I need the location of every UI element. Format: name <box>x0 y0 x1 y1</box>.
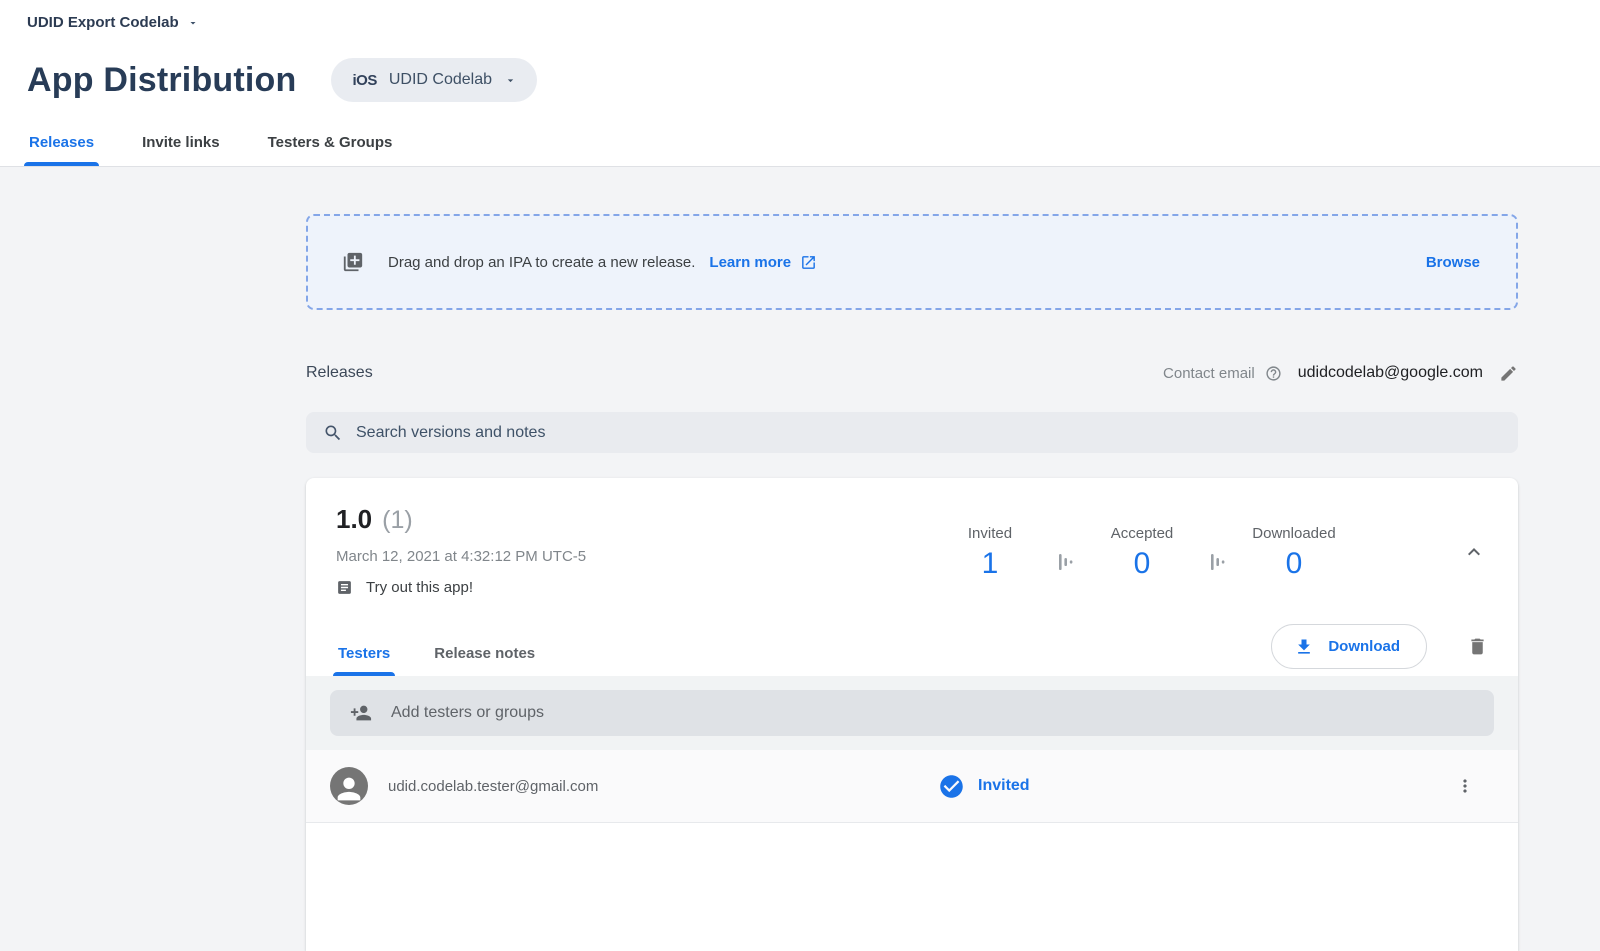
page-title: App Distribution <box>27 60 297 99</box>
caret-down-icon <box>187 17 199 29</box>
stat-downloaded: Downloaded 0 <box>1252 525 1336 581</box>
search-icon <box>323 423 343 443</box>
release-tabs-row: Testers Release notes Download <box>306 619 1518 676</box>
title-row: App Distribution iOS UDID Codelab <box>27 58 537 102</box>
learn-more-label: Learn more <box>709 253 792 271</box>
contact-email-label: Contact email <box>1163 364 1255 382</box>
download-button[interactable]: Download <box>1271 624 1427 669</box>
check-circle-icon <box>938 773 965 800</box>
tab-releases[interactable]: Releases <box>23 124 100 166</box>
stat-label: Invited <box>967 525 1013 542</box>
releases-heading-row: Releases Contact email udidcodelab@googl… <box>306 360 1518 386</box>
stat-value: 0 <box>1133 547 1151 580</box>
tester-status: Invited <box>938 773 1030 800</box>
stat-value: 1 <box>981 547 999 580</box>
person-avatar-icon <box>330 767 368 805</box>
contact-email-group: Contact email udidcodelab@google.com <box>1163 364 1518 383</box>
page-header: UDID Export Codelab App Distribution iOS… <box>0 0 1600 167</box>
release-date: March 12, 2021 at 4:32:12 PM UTC-5 <box>336 548 587 565</box>
stat-accepted: Accepted 0 <box>1100 525 1184 581</box>
browse-button[interactable]: Browse <box>1425 253 1480 271</box>
release-notes-preview-row: Try out this app! <box>336 579 586 596</box>
chevron-up-icon[interactable] <box>1462 540 1486 564</box>
release-tabs: Testers Release notes <box>332 637 537 676</box>
person-add-icon <box>350 702 372 724</box>
tab-testers[interactable]: Testers <box>332 637 396 676</box>
stat-value: 0 <box>1285 547 1303 580</box>
tester-email: udid.codelab.tester@gmail.com <box>388 777 599 795</box>
stat-label: Downloaded <box>1252 525 1336 542</box>
article-icon <box>336 579 353 596</box>
add-testers-section: Add testers or groups <box>306 676 1518 750</box>
release-card: 1.0 (1) March 12, 2021 at 4:32:12 PM UTC… <box>306 478 1518 951</box>
platform-badge: iOS <box>352 71 378 89</box>
release-stats: Invited 1 Accepted 0 Downloaded 0 <box>948 525 1336 581</box>
project-name: UDID Export Codelab <box>27 14 179 31</box>
external-link-icon <box>800 254 817 271</box>
edit-pencil-icon[interactable] <box>1499 364 1518 383</box>
add-testers-placeholder: Add testers or groups <box>391 704 544 721</box>
tester-row: udid.codelab.tester@gmail.com Invited <box>306 750 1518 823</box>
build-count: (1) <box>382 506 413 534</box>
kebab-menu-icon[interactable] <box>1455 776 1475 796</box>
content-column: Drag and drop an IPA to create a new rel… <box>306 167 1518 951</box>
learn-more-link[interactable]: Learn more <box>709 254 817 271</box>
version-row: 1.0 (1) <box>336 504 586 535</box>
release-actions: Download <box>1271 624 1488 669</box>
funnel-step-icon <box>1210 552 1226 572</box>
releases-section-title: Releases <box>306 364 373 381</box>
download-label: Download <box>1328 638 1400 655</box>
tab-release-notes[interactable]: Release notes <box>434 645 536 662</box>
tab-invite-links[interactable]: Invite links <box>142 134 220 151</box>
release-meta: 1.0 (1) March 12, 2021 at 4:32:12 PM UTC… <box>336 504 586 596</box>
tab-testers-groups[interactable]: Testers & Groups <box>267 134 393 151</box>
app-picker[interactable]: iOS UDID Codelab <box>330 58 537 102</box>
help-icon[interactable] <box>1265 365 1282 382</box>
release-card-header: 1.0 (1) March 12, 2021 at 4:32:12 PM UTC… <box>306 478 1518 596</box>
app-name: UDID Codelab <box>388 71 492 88</box>
status-badge: Invited <box>978 777 1030 794</box>
release-notes-preview: Try out this app! <box>366 579 473 596</box>
contact-email-value: udidcodelab@google.com <box>1297 364 1483 381</box>
search-input[interactable]: Search versions and notes <box>306 412 1518 453</box>
ipa-dropzone[interactable]: Drag and drop an IPA to create a new rel… <box>306 214 1518 310</box>
release-version: 1.0 <box>336 504 373 534</box>
download-icon <box>1294 637 1314 657</box>
add-testers-input[interactable]: Add testers or groups <box>330 690 1494 736</box>
caret-down-icon <box>504 74 517 87</box>
search-placeholder: Search versions and notes <box>356 423 546 441</box>
library-add-icon <box>342 251 364 273</box>
dropzone-message: Drag and drop an IPA to create a new rel… <box>388 253 696 271</box>
main-tabs: Releases Invite links Testers & Groups <box>23 124 394 166</box>
project-selector[interactable]: UDID Export Codelab <box>27 14 199 31</box>
trash-icon[interactable] <box>1467 636 1488 657</box>
funnel-step-icon <box>1058 552 1074 572</box>
stat-label: Accepted <box>1110 525 1174 542</box>
stat-invited: Invited 1 <box>948 525 1032 581</box>
